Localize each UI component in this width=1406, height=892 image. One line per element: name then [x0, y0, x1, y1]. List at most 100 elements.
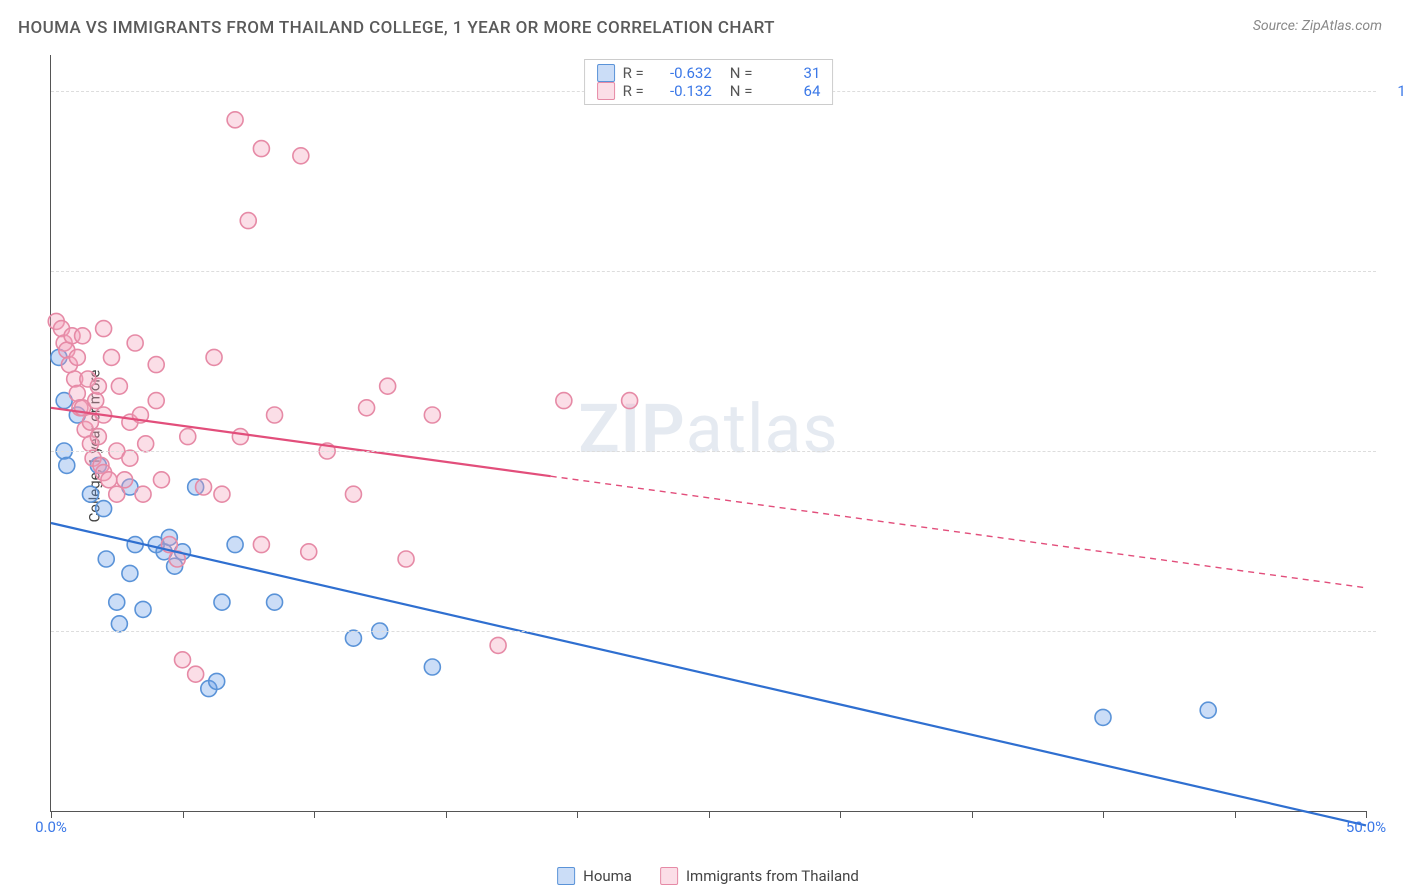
scatter-point	[111, 378, 127, 394]
scatter-point	[424, 407, 440, 423]
scatter-point	[359, 400, 375, 416]
x-tick	[51, 811, 52, 818]
source-link[interactable]: ZipAtlas.com	[1302, 18, 1382, 34]
scatter-point	[293, 148, 309, 164]
x-tick	[1366, 811, 1367, 818]
gridline	[51, 271, 1376, 272]
correlation-legend: R = -0.632 N = 31 R = -0.132 N = 64	[584, 59, 834, 105]
scatter-point	[345, 630, 361, 646]
scatter-point	[88, 393, 104, 409]
series-legend-label: Immigrants from Thailand	[686, 867, 859, 885]
scatter-point	[103, 349, 119, 365]
chart-header: HOUMA VS IMMIGRANTS FROM THAILAND COLLEG…	[0, 0, 1406, 38]
scatter-point	[227, 537, 243, 553]
scatter-point	[138, 436, 154, 452]
scatter-point	[82, 486, 98, 502]
x-tick	[1235, 811, 1236, 818]
x-tick	[446, 811, 447, 818]
y-tick-label: 100.0%	[1376, 82, 1406, 100]
y-tick-label: 50.0%	[1376, 442, 1406, 460]
legend-n-value: 31	[760, 64, 820, 82]
scatter-point	[1095, 709, 1111, 725]
scatter-point	[175, 652, 191, 668]
scatter-point	[98, 551, 114, 567]
scatter-point	[148, 357, 164, 373]
scatter-point	[122, 565, 138, 581]
source-attribution: Source: ZipAtlas.com	[1253, 18, 1382, 34]
scatter-point	[253, 141, 269, 157]
scatter-point	[117, 472, 133, 488]
scatter-point	[75, 328, 91, 344]
scatter-point	[301, 544, 317, 560]
scatter-point	[267, 407, 283, 423]
scatter-point	[127, 335, 143, 351]
scatter-point	[1200, 702, 1216, 718]
scatter-point	[96, 501, 112, 517]
x-tick	[709, 811, 710, 818]
scatter-point	[490, 637, 506, 653]
scatter-point	[206, 349, 222, 365]
scatter-point	[345, 486, 361, 502]
legend-row: R = -0.132 N = 64	[597, 82, 821, 100]
legend-r-label: R =	[623, 64, 644, 82]
plot-container: College, 1 year or more ZIPatlas R =-0.6…	[50, 55, 1366, 837]
scatter-point	[148, 393, 164, 409]
scatter-point	[153, 472, 169, 488]
series-legend-label: Houma	[583, 867, 632, 885]
scatter-point	[59, 457, 75, 473]
series-legend-item: Houma	[557, 867, 632, 885]
x-tick-label: 50.0%	[1346, 818, 1386, 836]
legend-swatch	[660, 867, 678, 885]
x-tick	[1103, 811, 1104, 818]
trend-line-extrapolated	[551, 476, 1366, 588]
scatter-point	[622, 393, 638, 409]
scatter-point	[188, 666, 204, 682]
x-tick	[577, 811, 578, 818]
scatter-point	[109, 594, 125, 610]
scatter-point	[253, 537, 269, 553]
scatter-point	[232, 429, 248, 445]
chart-title: HOUMA VS IMMIGRANTS FROM THAILAND COLLEG…	[18, 18, 775, 38]
scatter-point	[135, 486, 151, 502]
legend-swatch	[557, 867, 575, 885]
source-label: Source:	[1253, 18, 1298, 34]
scatter-svg	[51, 55, 1366, 811]
scatter-point	[90, 378, 106, 394]
legend-n-label: N =	[730, 82, 753, 100]
legend-r-label: R =	[623, 82, 644, 100]
legend-r-value: -0.632	[652, 64, 712, 82]
scatter-point	[209, 673, 225, 689]
x-tick-label: 0.0%	[35, 818, 67, 836]
scatter-point	[101, 472, 117, 488]
scatter-point	[424, 659, 440, 675]
scatter-point	[109, 486, 125, 502]
series-legend-item: Immigrants from Thailand	[660, 867, 859, 885]
legend-swatch	[597, 64, 615, 82]
scatter-point	[135, 601, 151, 617]
gridline	[51, 451, 1376, 452]
legend-swatch	[597, 82, 615, 100]
scatter-point	[267, 594, 283, 610]
scatter-point	[398, 551, 414, 567]
scatter-point	[196, 479, 212, 495]
legend-n-label: N =	[730, 64, 753, 82]
x-tick	[972, 811, 973, 818]
x-tick	[183, 811, 184, 818]
trend-line	[51, 523, 1366, 825]
scatter-point	[240, 213, 256, 229]
legend-n-value: 64	[760, 82, 820, 100]
series-legend: Houma Immigrants from Thailand	[557, 867, 859, 885]
scatter-point	[227, 112, 243, 128]
y-tick-label: 75.0%	[1376, 262, 1406, 280]
plot-area: ZIPatlas R =-0.632N =31R =-0.132N =64 25…	[50, 55, 1366, 812]
scatter-point	[69, 385, 85, 401]
scatter-point	[380, 378, 396, 394]
legend-r-value: -0.132	[652, 82, 712, 100]
gridline	[51, 631, 1376, 632]
scatter-point	[69, 349, 85, 365]
legend-row: R = -0.632 N = 31	[597, 64, 821, 82]
x-tick	[840, 811, 841, 818]
scatter-point	[180, 429, 196, 445]
scatter-point	[214, 486, 230, 502]
scatter-point	[122, 450, 138, 466]
